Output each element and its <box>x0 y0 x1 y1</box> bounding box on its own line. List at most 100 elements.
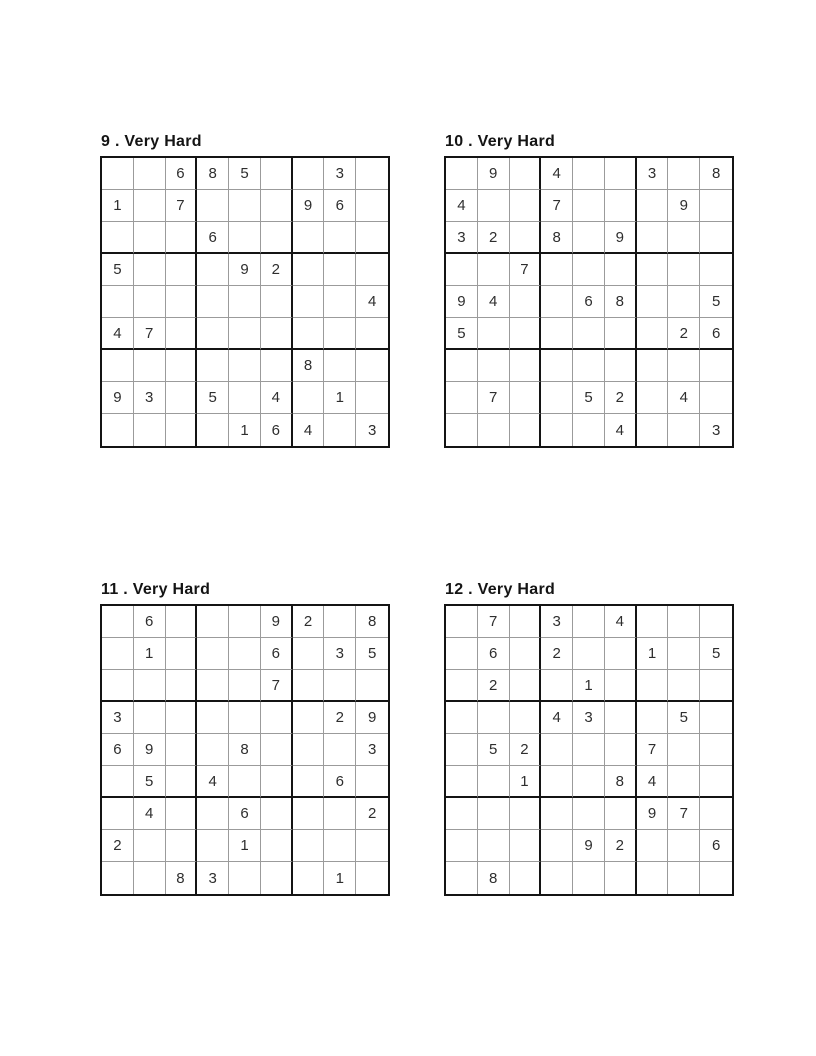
sudoku-cell-r5c8 <box>324 286 357 318</box>
sudoku-cell-r4c5 <box>229 702 261 734</box>
sudoku-cell-r7c3 <box>165 350 198 382</box>
sudoku-cell-r1c3 <box>509 158 542 190</box>
sudoku-cell-r4c8 <box>324 254 357 286</box>
sudoku-cell-r8c2: 3 <box>133 382 166 414</box>
sudoku-cell-r7c9 <box>700 350 732 382</box>
sudoku-cell-r8c9 <box>356 830 388 862</box>
sudoku-cell-r6c5 <box>229 766 261 798</box>
sudoku-cell-r4c4 <box>197 702 230 734</box>
sudoku-cell-r3c5 <box>229 222 261 254</box>
sudoku-cell-r9c8 <box>668 414 701 446</box>
puzzle-12-title: 12 . Very Hard <box>445 581 556 598</box>
sudoku-cell-r3c2 <box>133 670 166 702</box>
sudoku-cell-r8c6: 2 <box>604 382 637 414</box>
sudoku-cell-r1c1 <box>446 606 478 638</box>
sudoku-cell-r2c5 <box>229 190 261 222</box>
sudoku-cell-r2c3 <box>509 190 542 222</box>
sudoku-cell-r4c3 <box>165 702 198 734</box>
sudoku-cell-r2c3 <box>165 638 198 670</box>
sudoku-cell-r2c9 <box>700 190 732 222</box>
sudoku-cell-r5c4 <box>541 734 574 766</box>
sudoku-cell-r8c8: 1 <box>324 382 357 414</box>
sudoku-cell-r8c8 <box>668 830 701 862</box>
puzzle-9-title: 9 . Very Hard <box>101 133 202 150</box>
sudoku-cell-r9c7 <box>637 414 669 446</box>
sudoku-cell-r5c1: 9 <box>446 286 478 318</box>
sudoku-cell-r7c1 <box>102 350 134 382</box>
sudoku-cell-r8c9 <box>356 382 388 414</box>
sudoku-cell-r8c2 <box>133 830 166 862</box>
sudoku-cell-r6c2: 7 <box>133 318 166 350</box>
sudoku-cell-r8c7 <box>636 382 669 414</box>
sudoku-cell-r6c9 <box>700 766 732 798</box>
sudoku-cell-r2c4 <box>197 190 230 222</box>
sudoku-cell-r9c9: 3 <box>711 421 721 439</box>
sudoku-cell-r7c7 <box>292 798 325 830</box>
sudoku-cell-r3c1 <box>446 670 478 702</box>
sudoku-cell-r7c1 <box>102 798 134 830</box>
sudoku-cell-r9c4 <box>197 414 230 446</box>
sudoku-cell-r3c1 <box>102 222 134 254</box>
sudoku-cell-r4c8: 2 <box>324 702 357 734</box>
sudoku-cell-r6c8 <box>668 766 701 798</box>
sudoku-cell-r5c1: 6 <box>102 734 134 766</box>
sudoku-cell-r7c8 <box>668 350 701 382</box>
sudoku-cell-r6c4 <box>541 318 574 350</box>
sudoku-cell-r4c6 <box>604 254 637 286</box>
sudoku-cell-r6c1: 4 <box>102 318 134 350</box>
sudoku-cell-r8c3 <box>165 382 198 414</box>
sudoku-cell-r2c7: 1 <box>636 638 669 670</box>
sudoku-cell-r3c7 <box>292 222 325 254</box>
sudoku-cell-r6c5 <box>229 318 261 350</box>
sudoku-cell-r1c7: 2 <box>292 606 325 638</box>
sudoku-cell-r7c9 <box>700 798 732 830</box>
sudoku-cell-r1c3: 6 <box>165 158 198 190</box>
sudoku-cell-r4c9 <box>700 702 732 734</box>
sudoku-cell-r2c4 <box>197 638 230 670</box>
sudoku-cell-r7c9 <box>356 350 388 382</box>
sudoku-cell-r2c9: 5 <box>700 638 732 670</box>
sudoku-cell-r4c1: 3 <box>102 702 134 734</box>
sudoku-cell-r5c5 <box>229 286 261 318</box>
sudoku-cell-r7c6 <box>260 798 293 830</box>
sudoku-cell-r1c1 <box>102 606 134 638</box>
sudoku-cell-r9c1 <box>102 862 134 894</box>
sudoku-cell-r6c4 <box>197 318 230 350</box>
sudoku-cell-r7c2: 4 <box>133 798 166 830</box>
sudoku-cell-r5c3: 2 <box>509 734 542 766</box>
sudoku-cell-r8c6: 4 <box>260 382 293 414</box>
sudoku-cell-r3c1: 3 <box>446 222 478 254</box>
sudoku-cell-r7c7: 8 <box>292 350 325 382</box>
sudoku-cell-r4c3 <box>509 702 542 734</box>
sudoku-cell-r1c3 <box>509 606 542 638</box>
sudoku-cell-r9c4 <box>541 862 574 894</box>
sudoku-cell-r1c1 <box>102 158 134 190</box>
sudoku-cell-r5c2: 9 <box>133 734 166 766</box>
sudoku-cell-r7c6 <box>260 350 293 382</box>
sudoku-cell-r4c1: 5 <box>102 254 134 286</box>
sudoku-cell-r6c1 <box>102 766 134 798</box>
sudoku-cell-r6c9 <box>356 318 388 350</box>
sudoku-cell-r6c1 <box>446 766 478 798</box>
sudoku-cell-r4c5 <box>573 254 605 286</box>
sudoku-cell-r2c8: 3 <box>324 638 357 670</box>
sudoku-cell-r9c5 <box>573 414 605 446</box>
sudoku-cell-r3c9 <box>356 670 388 702</box>
sudoku-cell-r3c3 <box>165 670 198 702</box>
sudoku-cell-r2c2: 6 <box>477 638 510 670</box>
sudoku-cell-r4c9: 9 <box>356 702 388 734</box>
sudoku-cell-r3c7 <box>636 222 669 254</box>
sudoku-cell-r4c6 <box>604 702 637 734</box>
sudoku-cell-r5c1 <box>102 286 134 318</box>
sudoku-cell-r3c5: 1 <box>573 670 605 702</box>
sudoku-cell-r2c8: 9 <box>668 190 701 222</box>
sudoku-cell-r7c2 <box>477 350 510 382</box>
sudoku-cell-r2c8: 6 <box>324 190 357 222</box>
sudoku-cell-r7c4 <box>197 798 230 830</box>
sudoku-cell-r7c4 <box>541 350 574 382</box>
sudoku-cell-r1c6: 4 <box>604 606 637 638</box>
sudoku-cell-r7c2 <box>133 350 166 382</box>
sudoku-cell-r6c7: 4 <box>636 766 669 798</box>
sudoku-cell-r2c5 <box>573 190 605 222</box>
